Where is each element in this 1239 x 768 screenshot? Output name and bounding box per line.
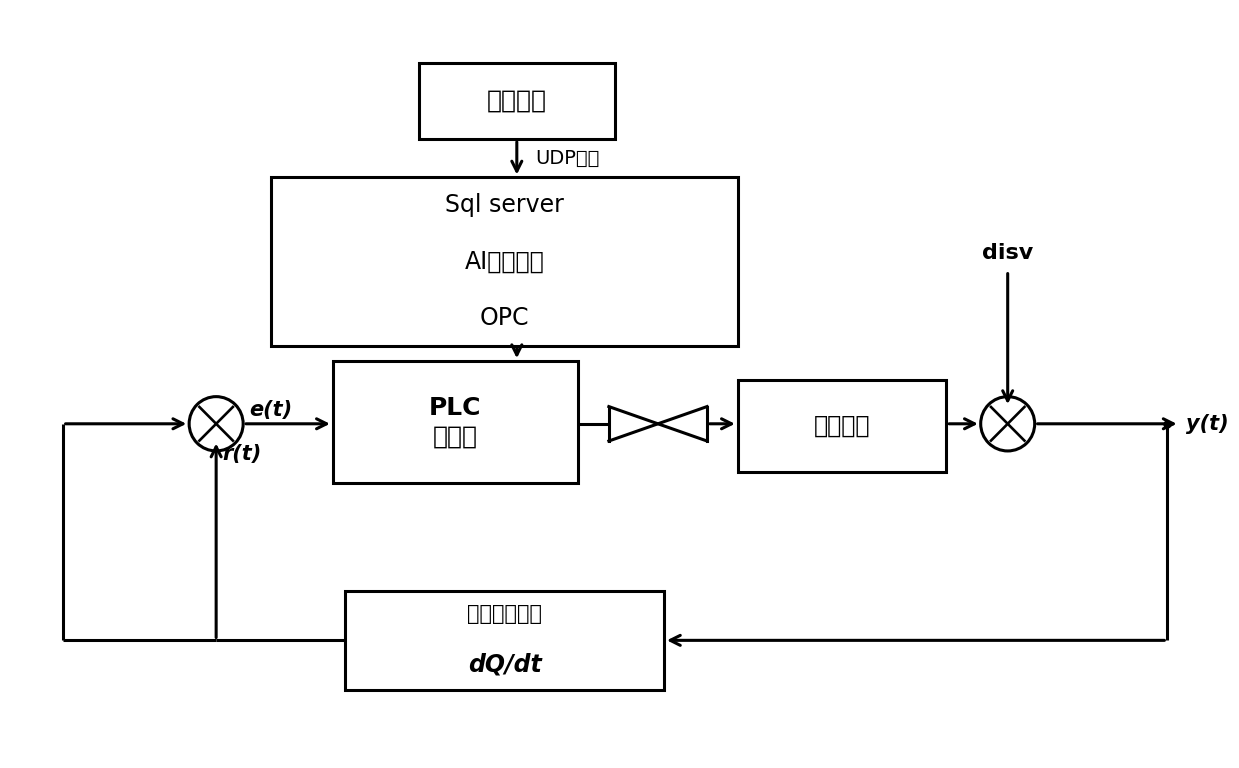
Bar bbox=[737, 380, 947, 472]
Text: UDP通信: UDP通信 bbox=[535, 149, 600, 167]
Text: PLC
控制器: PLC 控制器 bbox=[429, 396, 482, 449]
Bar bbox=[419, 63, 615, 139]
Text: 闸门驱动: 闸门驱动 bbox=[814, 414, 870, 438]
Text: AI数据处理: AI数据处理 bbox=[465, 250, 544, 273]
Bar bbox=[271, 177, 737, 346]
Text: r(t): r(t) bbox=[222, 445, 261, 465]
Bar bbox=[344, 591, 664, 690]
Text: 物料流量计算: 物料流量计算 bbox=[467, 604, 541, 624]
Text: 多线雷达: 多线雷达 bbox=[487, 89, 546, 113]
Text: Sql server: Sql server bbox=[445, 194, 564, 217]
Text: e(t): e(t) bbox=[249, 400, 292, 420]
Ellipse shape bbox=[981, 396, 1035, 451]
Bar bbox=[333, 361, 579, 484]
Text: dQ/dt: dQ/dt bbox=[467, 652, 541, 677]
Ellipse shape bbox=[190, 396, 243, 451]
Text: disv: disv bbox=[983, 243, 1033, 263]
Text: y(t): y(t) bbox=[1186, 414, 1228, 434]
Text: OPC: OPC bbox=[479, 306, 529, 329]
